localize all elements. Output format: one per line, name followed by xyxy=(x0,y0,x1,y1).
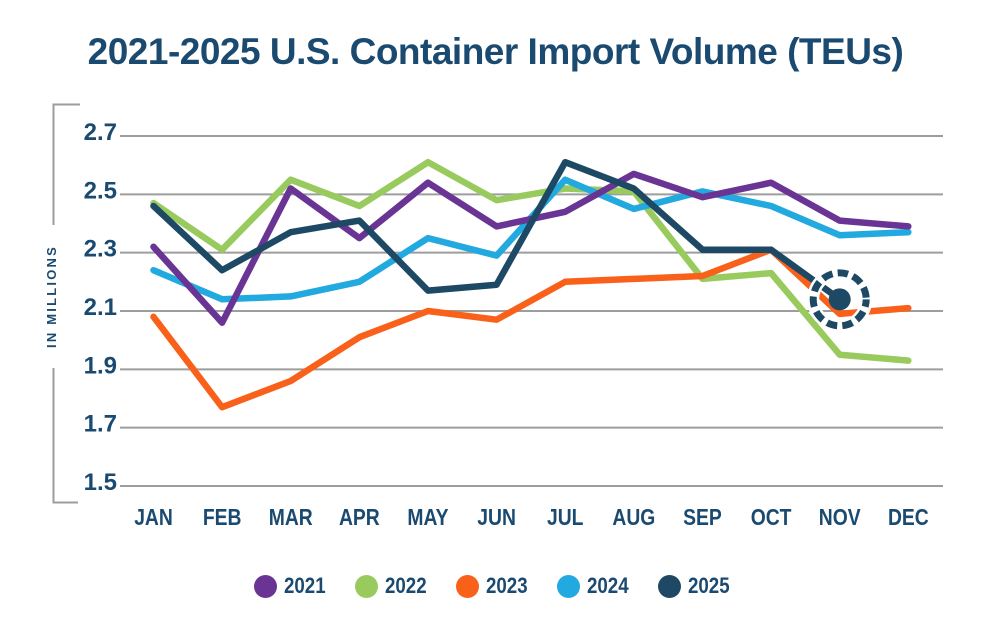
legend-dot-2024 xyxy=(556,574,580,598)
legend-label: 2022 xyxy=(385,573,427,598)
x-tick-label: APR xyxy=(339,506,380,531)
legend-item-2023: 2023 xyxy=(456,573,535,599)
series-line-2023 xyxy=(150,246,912,411)
x-tick-label: OCT xyxy=(751,506,792,531)
x-tick-label: AUG xyxy=(612,506,655,531)
legend-label: 2021 xyxy=(284,573,326,598)
x-tick-label: MAR xyxy=(269,506,313,531)
legend-label: 2025 xyxy=(687,573,730,598)
legend-label: 2024 xyxy=(586,573,629,598)
x-tick-label: FEB xyxy=(203,506,242,531)
series-line-2022 xyxy=(150,158,912,364)
y-tick-label: 1.9 xyxy=(84,352,117,379)
legend-dot-2021 xyxy=(254,574,278,598)
x-tick-label: SEP xyxy=(683,506,722,531)
legend-item-2024: 2024 xyxy=(556,573,636,599)
x-tick-label: JAN xyxy=(134,506,173,531)
x-tick-label: NOV xyxy=(819,506,861,531)
chart-legend: 2021 2022 2023 2024 2025 xyxy=(0,573,991,599)
y-tick-label: 1.7 xyxy=(84,411,117,438)
y-tick-label: 2.5 xyxy=(84,177,117,204)
y-axis-bracket xyxy=(52,103,80,504)
legend-dot-2023 xyxy=(456,574,480,598)
highlight-annotation xyxy=(807,266,873,332)
y-tick-label: 2.3 xyxy=(84,236,117,263)
legend-label: 2023 xyxy=(486,573,528,598)
legend-dot-2022 xyxy=(355,574,379,598)
y-axis-title: IN MILLIONS xyxy=(44,245,59,348)
y-tick-label: 2.7 xyxy=(84,119,117,146)
x-tick-label: JUN xyxy=(477,506,516,531)
chart-title: 2021-2025 U.S. Container Import Volume (… xyxy=(87,31,904,72)
x-tick-label: JUL xyxy=(547,506,583,531)
highlight-ring xyxy=(809,269,870,330)
legend-item-2025: 2025 xyxy=(657,573,737,599)
x-tick-label: DEC xyxy=(888,506,929,531)
legend-item-2021: 2021 xyxy=(254,573,333,599)
series-line-2025 xyxy=(150,158,843,303)
y-tick-label: 2.1 xyxy=(84,294,117,321)
y-tick-label: 1.5 xyxy=(84,469,117,496)
legend-item-2022: 2022 xyxy=(355,573,434,599)
highlight-dot xyxy=(828,288,851,311)
x-tick-label: MAY xyxy=(407,506,448,531)
legend-dot-2025 xyxy=(657,574,681,598)
